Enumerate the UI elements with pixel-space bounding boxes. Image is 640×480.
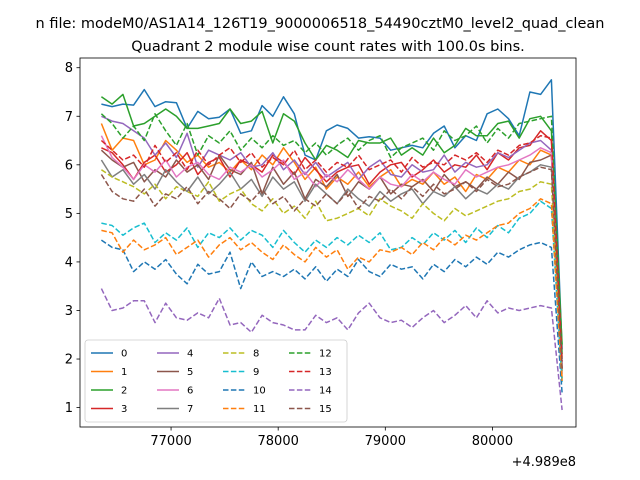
legend-label-12: 12 [319,349,332,360]
y-tick-label: 6 [65,158,73,173]
y-tick-label: 2 [65,353,73,368]
series-2-line [100,93,563,345]
legend-box [84,339,348,423]
series-6-line [100,135,563,374]
series-8-line [100,169,563,379]
legend-label-5: 5 [187,367,193,378]
legend-label-0: 0 [121,349,127,360]
y-axis: 1 2 3 4 5 6 7 8 [65,61,80,416]
legend-label-14: 14 [319,386,332,397]
legend-label-15: 15 [319,404,332,415]
series-5-line [100,149,563,360]
series-9-line [101,200,563,384]
series-11-line [101,198,563,381]
y-tick-label: 4 [65,255,73,270]
legend-label-6: 6 [187,386,193,397]
legend-label-8: 8 [253,349,259,360]
series-12-line [100,113,563,355]
y-tick-label: 7 [65,110,73,125]
legend-label-9: 9 [253,367,259,378]
series-4-line [101,115,563,364]
x-tick-label: 80000 [472,434,513,449]
figure-suptitle: n file: modeM0/AS1A14_126T19_9000006518_… [36,16,605,32]
x-tick-label: 77000 [150,434,191,449]
series-15-line [100,166,563,369]
x-tick-label: 78000 [258,434,299,449]
legend-label-1: 1 [121,367,127,378]
series-0-line [101,79,563,350]
x-tick-label: 79000 [365,434,406,449]
series-14-line [100,288,563,411]
y-tick-label: 1 [65,401,73,416]
series-layer [100,79,563,411]
legend-label-4: 4 [187,349,193,360]
series-10-line [100,239,563,394]
axes-frame [79,57,577,428]
chart-title: Quadrant 2 module wise count rates with … [131,39,525,55]
series-13-line [100,134,563,362]
y-tick-label: 5 [65,207,73,222]
y-tick-label: 8 [65,61,73,76]
legend-label-2: 2 [121,386,127,397]
legend-label-13: 13 [319,367,332,378]
legend-label-11: 11 [253,404,266,415]
y-tick-label: 3 [65,304,73,319]
x-offset-label: +4.989e8 [512,455,576,470]
x-axis: 77000 78000 79000 80000 [150,427,513,449]
legend-label-7: 7 [187,404,193,415]
legend-label-3: 3 [121,404,127,415]
legend-label-10: 10 [253,386,266,397]
